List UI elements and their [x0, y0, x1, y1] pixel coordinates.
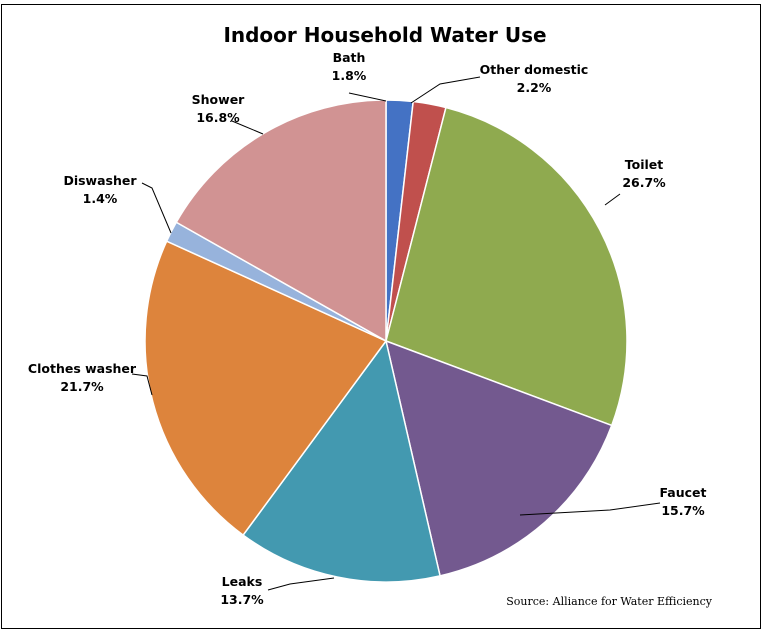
slice-label-value: 15.7% [661, 503, 705, 518]
slice-label-name: Clothes washer [28, 361, 137, 376]
pie-slice-shower [175, 99, 387, 343]
leader-line [410, 76, 481, 104]
pie-slices [144, 99, 628, 583]
slice-label-value: 16.8% [196, 110, 240, 125]
leader-line [604, 193, 621, 206]
pie-slice-toilet [385, 106, 628, 427]
slice-label-name: Faucet [659, 485, 706, 500]
slice-label-value: 1.8% [332, 68, 367, 83]
slice-label-name: Shower [192, 92, 246, 107]
leader-line [141, 182, 172, 234]
slice-label-name: Other domestic [480, 62, 589, 77]
slice-label-value: 26.7% [622, 175, 666, 190]
slice-label-name: Diswasher [63, 173, 137, 188]
slice-label-value: 21.7% [60, 379, 104, 394]
slice-label-name: Toilet [625, 157, 664, 172]
slice-label-value: 2.2% [517, 80, 552, 95]
leader-line [231, 120, 264, 135]
pie-slice-faucet [384, 339, 613, 577]
leader-line [267, 577, 335, 591]
pie-slice-leaks [242, 339, 441, 583]
leader-line [131, 373, 153, 396]
leader-line [348, 92, 387, 102]
slice-labels: Bath 1.8% Other domestic 2.2% Toilet 26.7% Fau… [28, 50, 707, 607]
leader-line [519, 502, 661, 516]
slice-label-name: Leaks [222, 574, 263, 589]
source-note: Source: Alliance for Water Efficiency [506, 595, 713, 608]
slice-label-name: Bath [333, 50, 366, 65]
pie-slice-clothes-washer [144, 240, 388, 537]
chart-title: Indoor Household Water Use [223, 23, 546, 47]
slice-label-value: 1.4% [83, 191, 118, 206]
slice-label-value: 13.7% [220, 592, 264, 607]
leader-lines [131, 76, 661, 591]
